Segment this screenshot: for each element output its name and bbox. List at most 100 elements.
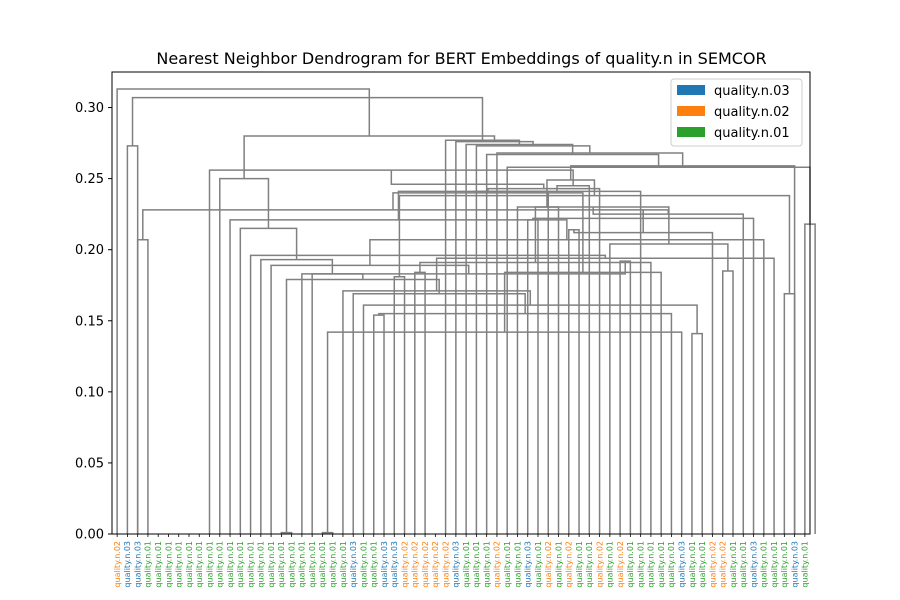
leaf-label: quality.n.01 <box>370 541 379 588</box>
dendrogram-link <box>473 190 642 534</box>
leaf-label: quality.n.01 <box>195 541 204 588</box>
leaf-label: quality.n.01 <box>226 541 235 588</box>
leaf-label: quality.n.01 <box>154 541 163 588</box>
leaf-label: quality.n.01 <box>636 541 645 588</box>
leaf-label: quality.n.01 <box>657 541 666 588</box>
leaf-label: quality.n.02 <box>441 541 450 588</box>
dendrogram-link <box>369 238 765 534</box>
dendrogram-link <box>398 194 791 294</box>
y-tick-label: 0.00 <box>75 528 104 543</box>
leaf-label: quality.n.01 <box>770 541 779 588</box>
leaf-label: quality.n.01 <box>339 541 348 588</box>
leaf-label: quality.n.01 <box>462 541 471 588</box>
dendrogram-link <box>392 192 584 273</box>
leaf-label: quality.n.01 <box>606 541 615 588</box>
leaf-label: quality.n.01 <box>328 541 337 588</box>
leaf-label: quality.n.01 <box>534 541 543 588</box>
leaf-label: quality.n.03 <box>452 541 461 588</box>
dendrogram-link <box>503 271 662 534</box>
leaf-label: quality.n.01 <box>287 541 296 588</box>
leaf-label: quality.n.01 <box>318 541 327 588</box>
y-tick-label: 0.20 <box>75 243 104 258</box>
dendrogram-link <box>378 312 673 534</box>
leaf-label: quality.n.01 <box>164 541 173 588</box>
plot-frame <box>111 71 811 535</box>
leaf-label: quality.n.01 <box>277 541 286 588</box>
y-tick-label: 0.30 <box>75 101 104 116</box>
leaf-label: quality.n.02 <box>565 541 574 588</box>
leaf-label: quality.n.01 <box>175 541 184 588</box>
leaf-label: quality.n.02 <box>544 541 553 588</box>
leaf-label: quality.n.03 <box>349 541 358 588</box>
leaf-label: quality.n.02 <box>400 541 409 588</box>
leaf-label: quality.n.01 <box>205 541 214 588</box>
dendrogram-link <box>249 254 607 534</box>
dendrogram-link <box>397 190 549 534</box>
y-axis: 0.00 0.05 0.10 0.15 0.20 0.25 0.30 <box>75 101 112 543</box>
leaf-label: quality.n.01 <box>626 541 635 588</box>
leaf-label: quality.n.01 <box>308 541 317 588</box>
leaf-label: quality.n.01 <box>739 541 748 588</box>
leaf-label: quality.n.01 <box>503 541 512 588</box>
leaf-label: quality.n.01 <box>144 541 153 588</box>
dendrogram-link <box>285 278 440 533</box>
dendrogram-link <box>342 290 532 534</box>
leaf-label: quality.n.03 <box>380 541 389 588</box>
leaf-label: quality.n.01 <box>246 541 255 588</box>
y-tick-label: 0.10 <box>75 385 104 400</box>
legend: quality.n.03 quality.n.02 quality.n.01 <box>670 78 803 147</box>
leaf-label: quality.n.01 <box>216 541 225 588</box>
leaf-label: quality.n.02 <box>719 541 728 588</box>
dendrogram-link <box>326 331 683 534</box>
leaf-label: quality.n.03 <box>390 541 399 588</box>
dendrogram-link <box>516 206 670 534</box>
leaf-label: quality.n.02 <box>595 541 604 588</box>
leaf-label: quality.n.03 <box>133 541 142 588</box>
legend-label: quality.n.03 <box>714 84 790 99</box>
dendrogram-links <box>116 88 816 534</box>
dendrogram-link <box>393 275 406 534</box>
leaf-label: quality.n.01 <box>298 541 307 588</box>
dendrogram-link <box>116 88 371 534</box>
dendrogram-link <box>546 179 596 208</box>
leaf-label: quality.n.02 <box>493 541 502 588</box>
leaf-label: quality.n.02 <box>708 541 717 588</box>
leaf-label: quality.n.01 <box>472 541 481 588</box>
leaf-label: quality.n.01 <box>698 541 707 588</box>
leaf-label: quality.n.01 <box>513 541 522 588</box>
leaf-label: quality.n.01 <box>575 541 584 588</box>
leaf-label: quality.n.02 <box>431 541 440 588</box>
legend-swatch <box>677 127 705 137</box>
legend-label: quality.n.02 <box>714 105 790 120</box>
dendrogram-link <box>390 170 545 189</box>
dendrogram-link <box>573 229 714 534</box>
leaf-label: quality.n.01 <box>236 541 245 588</box>
leaf-label: quality.n.01 <box>257 541 266 588</box>
y-tick-label: 0.15 <box>75 314 104 329</box>
dendrogram-link <box>414 271 426 534</box>
chart-title: Nearest Neighbor Dendrogram for BERT Emb… <box>156 49 766 68</box>
dendrogram-link <box>208 169 574 534</box>
leaf-label: quality.n.02 <box>421 541 430 588</box>
leaf-label: quality.n.02 <box>616 541 625 588</box>
leaf-label: quality.n.02 <box>411 541 420 588</box>
leaf-label: quality.n.03 <box>677 541 686 588</box>
dendrogram-link <box>444 139 521 534</box>
leaf-label: quality.n.01 <box>688 541 697 588</box>
leaf-label: quality.n.01 <box>482 541 491 588</box>
dendrogram-link <box>435 257 775 534</box>
leaf-label: quality.n.01 <box>585 541 594 588</box>
leaf-labels: quality.n.02 quality.n.03 quality.n.03 qual… <box>113 534 810 588</box>
leaf-label: quality.n.02 <box>113 541 122 588</box>
leaf-label: quality.n.01 <box>729 541 738 588</box>
dendrogram-link <box>131 96 484 146</box>
leaf-label: quality.n.03 <box>123 541 132 588</box>
leaf-label: quality.n.01 <box>780 541 789 588</box>
y-tick-label: 0.05 <box>75 456 104 471</box>
legend-swatch <box>677 106 705 116</box>
leaf-label: quality.n.01 <box>554 541 563 588</box>
dendrogram-link <box>569 165 796 534</box>
leaf-label: quality.n.03 <box>524 541 533 588</box>
leaf-label: quality.n.01 <box>359 541 368 588</box>
